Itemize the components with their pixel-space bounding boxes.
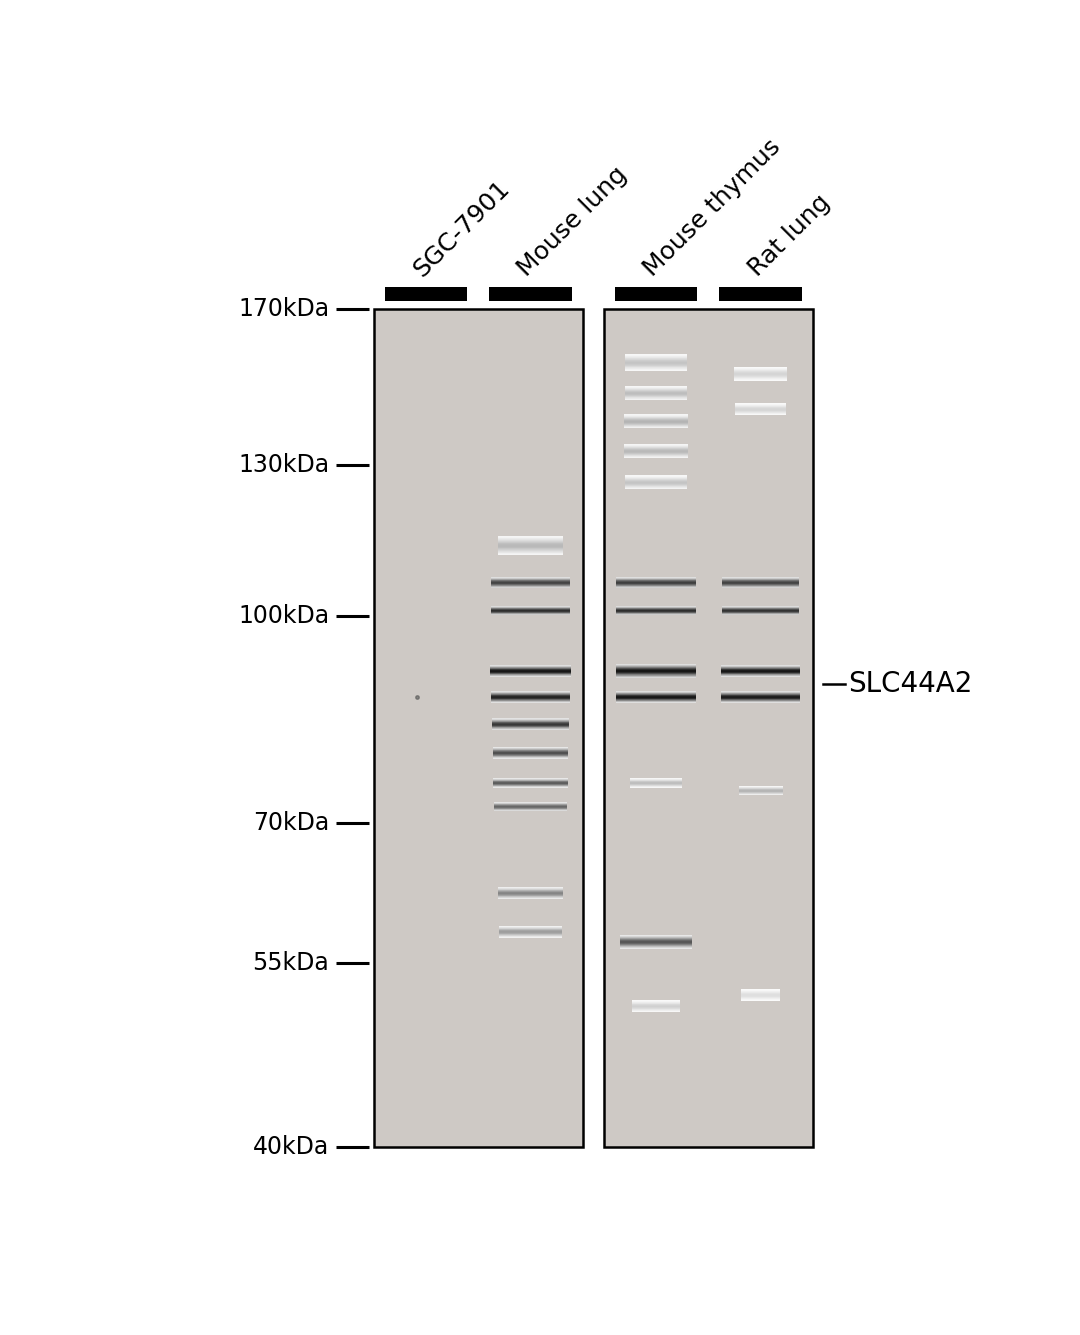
Bar [615,287,698,300]
Text: SGC-7901: SGC-7901 [409,176,514,282]
Text: 100kDa: 100kDa [238,605,329,629]
Bar [374,310,583,1147]
Text: Mouse thymus: Mouse thymus [639,135,785,282]
Bar [604,310,813,1147]
Bar [719,287,802,300]
Text: 55kDa: 55kDa [253,951,329,975]
Bar [384,287,468,300]
Text: Rat lung: Rat lung [744,191,835,282]
Text: 70kDa: 70kDa [253,810,329,834]
Text: 40kDa: 40kDa [253,1135,329,1159]
Bar [489,287,571,300]
Text: SLC44A2: SLC44A2 [848,670,972,698]
Text: Mouse lung: Mouse lung [513,163,632,282]
Text: 130kDa: 130kDa [238,453,329,477]
Text: 170kDa: 170kDa [238,298,329,322]
